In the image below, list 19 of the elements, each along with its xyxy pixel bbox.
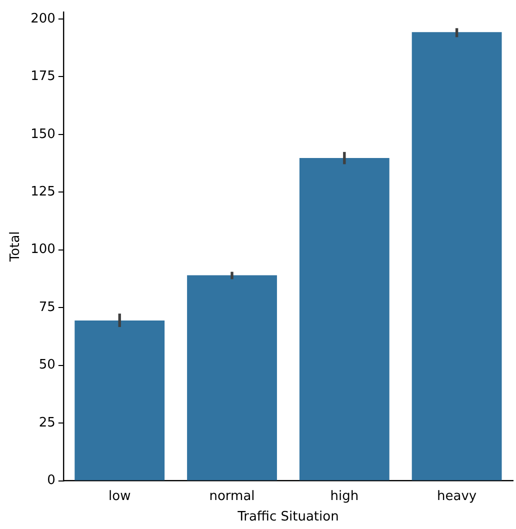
x-tick-label: low bbox=[108, 488, 132, 504]
bar bbox=[299, 158, 390, 480]
y-tick-label: 0 bbox=[47, 473, 56, 488]
x-tick-label: heavy bbox=[437, 488, 477, 504]
y-tick-label: 50 bbox=[38, 358, 56, 373]
x-tick-label: high bbox=[330, 488, 359, 504]
bar bbox=[187, 275, 277, 480]
y-axis-title: Total bbox=[8, 231, 24, 263]
y-tick-label: 100 bbox=[30, 242, 56, 258]
x-axis-title: Traffic Situation bbox=[236, 510, 339, 525]
bar bbox=[74, 320, 165, 480]
y-tick-label: 125 bbox=[30, 184, 56, 200]
bar bbox=[412, 32, 502, 480]
x-tick-label: normal bbox=[209, 488, 255, 504]
y-tick-label: 150 bbox=[30, 126, 56, 142]
y-tick-label: 200 bbox=[30, 11, 56, 26]
y-tick-label: 175 bbox=[30, 69, 56, 84]
y-tick-label: 25 bbox=[38, 415, 56, 430]
y-tick-label: 75 bbox=[38, 300, 56, 315]
